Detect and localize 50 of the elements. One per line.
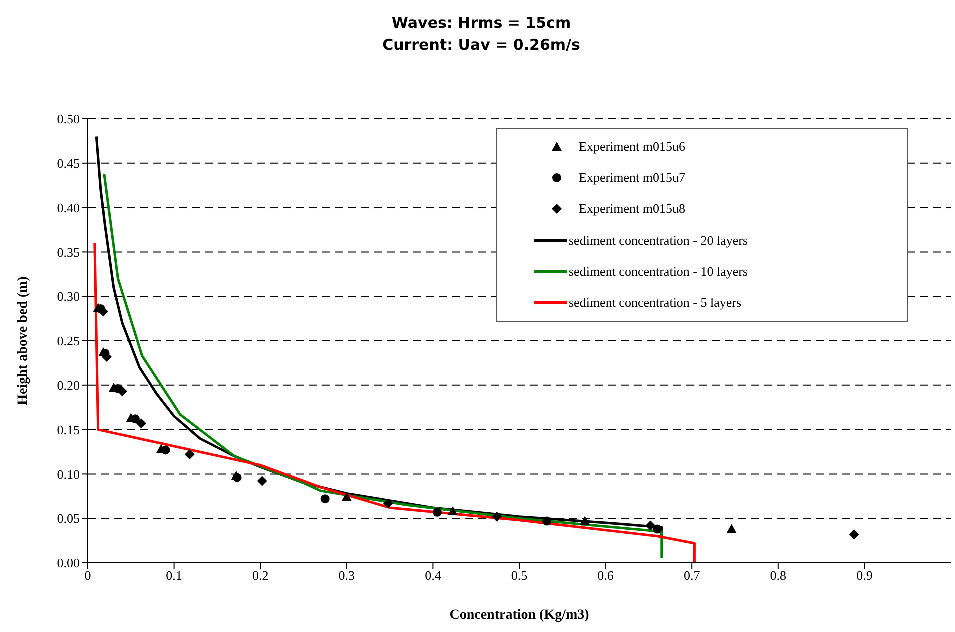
point [653,524,662,534]
x-tick-label: 0.9 [856,568,873,584]
y-tick-label: 0.15 [57,422,80,438]
y-tick-label: 0.45 [57,156,80,172]
point [161,446,170,455]
y-tick-label: 0.25 [57,334,80,349]
y-tick-label: 0.50 [57,112,80,127]
legend-label: sediment concentration - 5 layers [569,295,742,312]
point [342,492,352,502]
chart-title: Waves: Hrms = 15cm [390,13,572,34]
legend-label: sediment concentration - 10 layers [569,264,748,280]
legend-label: Experiment m015u6 [579,138,686,155]
x-tick-label: 0.6 [598,568,614,584]
x-tick-label: 0.8 [770,568,787,584]
legend-label: Experiment m015u7 [579,170,686,186]
point [542,516,552,526]
x-tick-label: 0.7 [684,568,701,584]
y-tick-label: 0.40 [57,200,80,216]
point [448,506,458,516]
point [383,498,394,509]
y-axis-title: Height above bed (m) [16,276,31,406]
y-tick-label: 0.35 [57,244,80,260]
x-tick-label: 0 [84,568,92,584]
point [320,494,330,504]
x-tick-label: 0.5 [511,568,528,584]
legend-label: sediment concentration - 20 layers [569,232,748,249]
x-tick-label: 0.3 [338,568,356,584]
point [849,530,860,540]
point [184,450,195,460]
point [726,524,737,534]
point [136,418,147,429]
point [433,508,442,517]
y-tick-label: 0.20 [57,378,80,394]
x-tick-label: 0.2 [252,568,269,584]
point [232,473,242,482]
point [492,512,502,522]
y-tick-label: 0.00 [57,556,80,571]
x-tick-label: 0.1 [166,568,182,584]
point [580,516,590,526]
x-axis-title: Concentration (Kg/m3) [450,608,590,623]
point [118,386,128,397]
point [98,306,109,317]
y-tick-label: 0.05 [57,511,80,526]
legend-label: Experiment m015u8 [579,201,686,218]
x-tick-label: 0.4 [425,568,442,584]
point [646,520,656,531]
chart-subtitle: Current: Uav = 0.26m/s [382,35,582,56]
y-tick-label: 0.10 [57,466,80,482]
point [257,476,268,486]
y-tick-label: 0.30 [57,289,80,304]
